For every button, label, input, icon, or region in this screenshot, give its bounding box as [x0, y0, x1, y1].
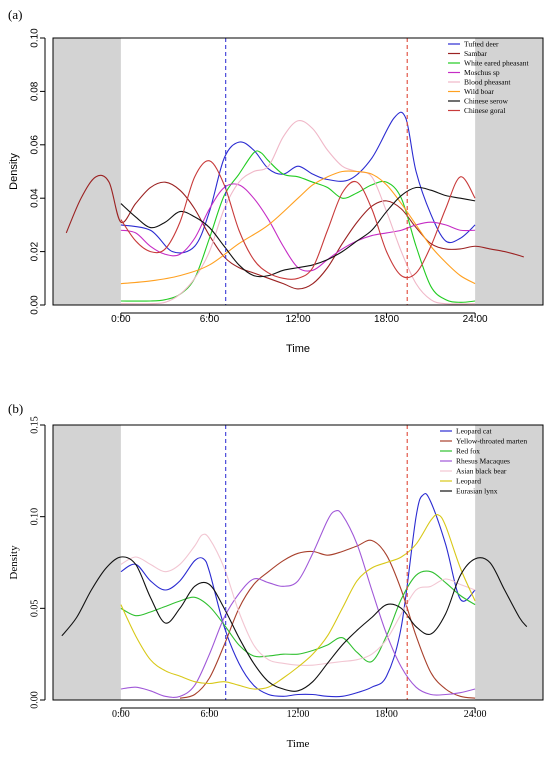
plot-frame	[52, 37, 544, 306]
y-tick-label-5: 0.10	[30, 28, 41, 48]
x-tick-label-0: 0:00	[112, 709, 130, 720]
x-axis-title: Time	[286, 343, 310, 355]
night-shading-1	[475, 425, 543, 700]
y-tick-label-3: 0.15	[30, 416, 41, 434]
plot-frame	[52, 424, 544, 701]
legend-label-0: Tufted deer	[464, 40, 499, 49]
legend-label-7: Chinese goral	[464, 106, 505, 115]
y-tick-label-1: 0.05	[30, 600, 41, 618]
x-tick-label-1: 6:00	[200, 314, 220, 325]
series-line-4	[120, 119, 476, 305]
y-axis-title: Density	[8, 545, 20, 580]
y-tick-label-2: 0.04	[30, 188, 41, 208]
y-tick-label-0: 0.00	[30, 691, 41, 709]
legend-label-2: White eared pheasant	[464, 59, 529, 68]
legend-label-1: Yellow-throated marten	[456, 437, 527, 446]
series-line-1	[65, 174, 524, 290]
legend-label-0: Leopard cat	[456, 427, 493, 436]
y-tick-label-1: 0.02	[30, 241, 41, 261]
x-tick-label-2: 12:00	[285, 314, 310, 325]
panel-b: (b) 0:00 6:00 12:00 18:00 24:00 0.00 0.05 0.10 0.…	[8, 401, 544, 750]
x-tick-label-3: 18:00	[374, 314, 399, 325]
x-tick-label-2: 12:00	[287, 709, 310, 720]
legend-label-3: Moschus sp	[464, 68, 500, 77]
series-line-2	[120, 150, 476, 303]
legend-label-4: Asian black bear	[456, 467, 507, 476]
series-line-2	[120, 570, 476, 663]
series-line-5	[120, 514, 476, 690]
legend-label-2: Red fox	[456, 447, 480, 456]
legend-label-4: Blood pheasant	[464, 78, 511, 87]
x-tick-label-1: 6:00	[201, 709, 219, 720]
legend-label-3: Rhesus Macaques	[456, 457, 510, 466]
series-line-6	[120, 186, 476, 278]
panel-label: (a)	[8, 7, 22, 22]
y-tick-label-4: 0.08	[30, 81, 41, 101]
series-line-7	[120, 160, 476, 280]
y-tick-label-3: 0.06	[30, 135, 41, 155]
x-tick-label-3: 18:00	[375, 709, 398, 720]
series-line-0	[120, 493, 476, 698]
series-line-6	[61, 556, 528, 692]
legend-label-6: Eurasian lynx	[456, 487, 498, 496]
series-line-4	[120, 533, 476, 666]
series-line-3	[120, 509, 476, 698]
y-axis-title: Density	[8, 153, 20, 190]
legend-label-6: Chinese serow	[464, 97, 509, 106]
x-tick-label-4: 24:00	[463, 314, 488, 325]
night-shading-1	[475, 38, 543, 305]
legend-label-5: Wild boar	[464, 87, 494, 96]
night-shading-0	[53, 425, 121, 700]
y-tick-label-2: 0.10	[30, 508, 41, 526]
y-tick-label-0: 0.00	[30, 295, 41, 315]
series-line-1	[179, 539, 476, 699]
x-tick-label-0: 0:00	[111, 314, 131, 325]
series-line-0	[120, 111, 476, 254]
night-shading-0	[53, 38, 121, 305]
panel-label: (b)	[8, 401, 23, 416]
x-tick-label-4: 24:00	[464, 709, 487, 720]
legend-label-5: Leopard	[456, 477, 481, 486]
legend-label-1: Sambar	[464, 49, 487, 58]
x-axis-title: Time	[287, 738, 310, 750]
panel-a: (a) 0:00 6:00 12:00 18:00 24:00 0.00 0.02 0.04 0.…	[8, 7, 544, 355]
series-line-3	[120, 183, 476, 272]
